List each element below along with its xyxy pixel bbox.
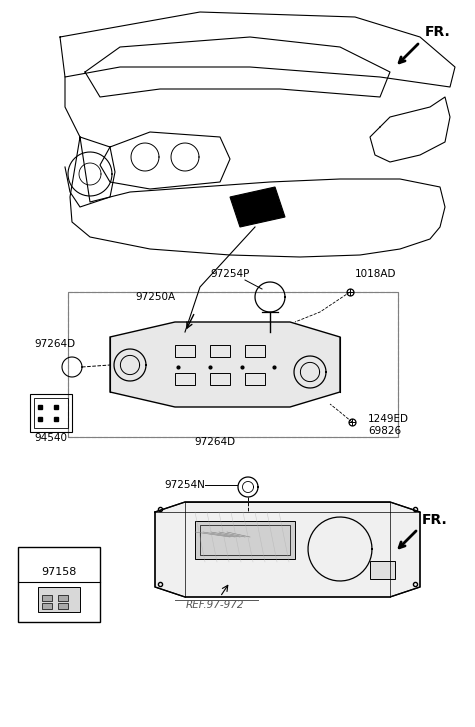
Bar [210,373,230,385]
Bar [68,292,398,437]
Text: REF.97-972: REF.97-972 [186,600,244,610]
Polygon shape [155,502,420,597]
Bar [370,561,395,579]
Text: FR.: FR. [425,25,451,39]
Text: 97264D: 97264D [34,339,76,349]
Bar [68,292,398,437]
Bar [30,394,72,432]
Bar [42,603,52,609]
Bar [245,345,265,357]
Text: FR.: FR. [422,513,448,527]
Polygon shape [110,322,340,407]
Text: 97254P: 97254P [210,269,250,279]
Bar [175,345,195,357]
Text: 69826: 69826 [368,426,401,436]
Bar [58,603,68,609]
Text: 97250A: 97250A [135,292,175,302]
Bar [58,595,68,601]
Bar [18,547,100,622]
Bar [38,587,80,612]
Bar [34,398,68,428]
Bar [42,595,52,601]
Text: 97264D: 97264D [194,437,236,447]
Bar [195,521,295,559]
Bar [200,525,290,555]
Text: 97254N: 97254N [164,480,205,490]
Bar [245,373,265,385]
Text: 97158: 97158 [41,567,76,577]
Bar [175,373,195,385]
Text: 1018AD: 1018AD [355,269,397,279]
Text: 1249ED: 1249ED [368,414,409,424]
Bar [210,345,230,357]
Text: 94540: 94540 [35,433,67,443]
Polygon shape [230,187,285,227]
